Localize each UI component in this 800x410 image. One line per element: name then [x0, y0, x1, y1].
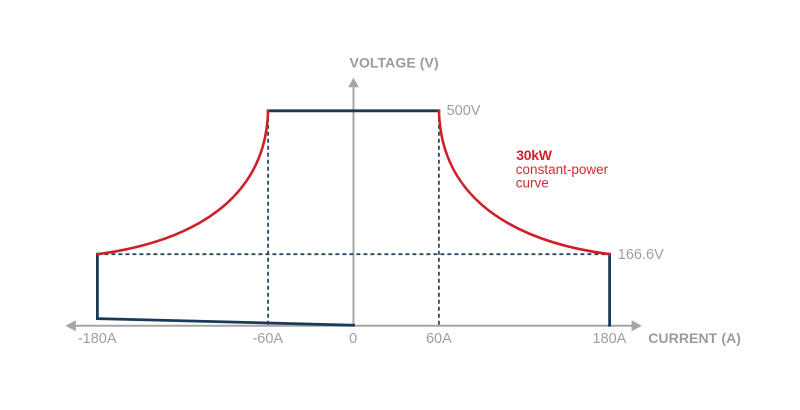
svg-text:CURRENT (A): CURRENT (A) [648, 330, 741, 346]
svg-text:500V: 500V [447, 103, 481, 119]
svg-text:0: 0 [349, 331, 357, 347]
svg-text:constant-power: constant-power [516, 162, 609, 177]
svg-text:180A: 180A [592, 331, 626, 347]
svg-text:60A: 60A [426, 331, 452, 347]
svg-text:166.6V: 166.6V [618, 247, 664, 263]
svg-text:-60A: -60A [252, 331, 283, 347]
svg-text:curve: curve [516, 175, 549, 190]
svg-text:30kW: 30kW [516, 147, 552, 163]
svg-text:VOLTAGE (V): VOLTAGE (V) [350, 55, 439, 71]
svg-text:-180A: -180A [78, 331, 117, 347]
